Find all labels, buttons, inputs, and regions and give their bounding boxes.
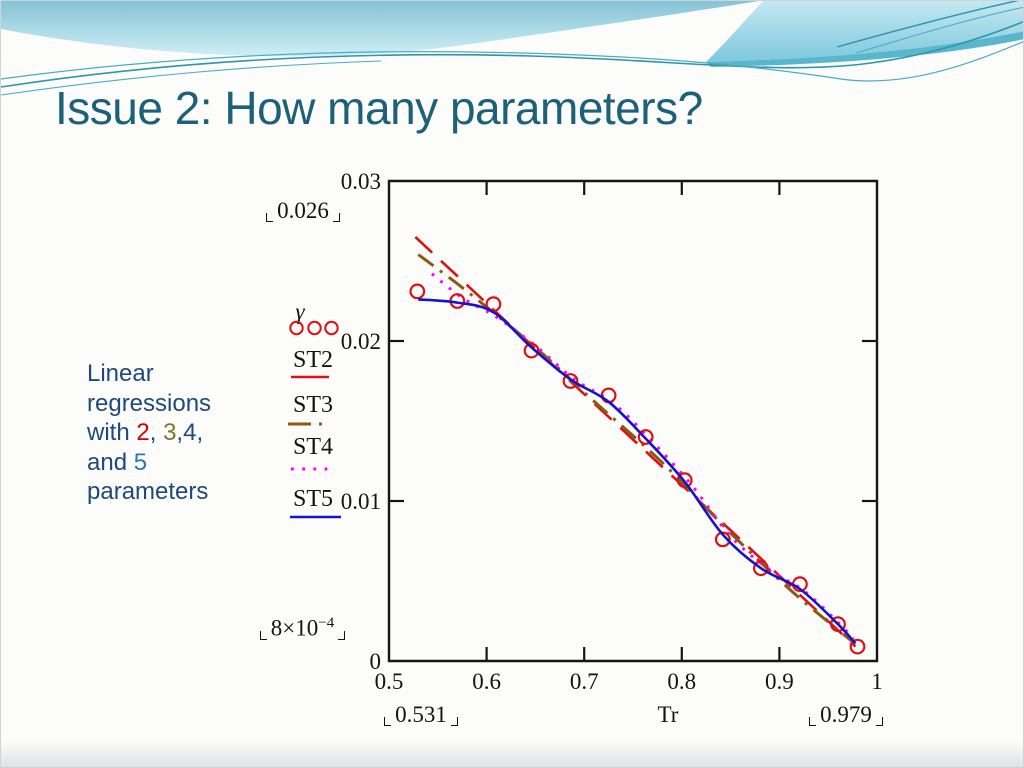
bottom-shade: [1, 741, 1023, 767]
x-tick-label: 0.8: [667, 669, 696, 694]
limit-bracket-right: [450, 717, 458, 726]
legend-title-gamma: γ: [295, 299, 305, 324]
caption-segment: 2: [136, 419, 150, 446]
plot-frame: [387, 179, 879, 663]
limit-bracket-right: [875, 717, 883, 726]
caption-segment: 4: [183, 419, 197, 446]
x-axis-label: Tr: [657, 702, 679, 727]
caption-segment: 5: [133, 448, 148, 476]
wave-line-5: [855, 6, 1023, 54]
series-st2-line: [414, 236, 857, 648]
limit-bracket-right: [332, 213, 340, 222]
series-gamma-point: [485, 296, 502, 313]
legend-label-st2: ST2: [293, 347, 333, 373]
caption-segment: 3: [163, 419, 177, 446]
y-tick-label: 0.01: [341, 489, 381, 514]
series-st5-line: [418, 298, 857, 645]
x-axis-lower-limit: 0.531: [371, 702, 471, 728]
caption-segment: , and: [87, 419, 204, 476]
legend-label-st3: ST3: [293, 392, 333, 418]
wave-line-4: [836, 1, 1020, 48]
series-gamma-point: [409, 283, 426, 300]
x-axis-upper-limit: 0.979: [796, 702, 896, 728]
wave-line-2: [1, 41, 1023, 82]
series-gamma-point: [562, 373, 579, 389]
caption-segment: Linear regressions with: [87, 360, 212, 446]
series-gamma-point: [523, 342, 540, 359]
y-axis-upper-limit: 0.026: [253, 198, 353, 224]
legend-label-st5: ST5: [293, 486, 333, 512]
y-axis-upper-limit-value: 0.026: [277, 198, 329, 223]
caption-segment: parameters: [87, 478, 209, 505]
y-tick-label: 0.02: [341, 329, 381, 354]
x-axis-upper-limit-value: 0.979: [820, 702, 872, 727]
limit-bracket-right: [338, 630, 346, 640]
series-st4-line: [431, 272, 855, 640]
x-tick-label: 1: [871, 669, 883, 694]
wave-shape-right: [706, 1, 1023, 62]
legend-gamma-marker: [324, 320, 339, 336]
caption-segment: ,: [149, 419, 164, 446]
wave-shape-left: [1, 1, 759, 57]
series-gamma-point: [830, 616, 846, 633]
x-tick-label: 0.6: [472, 669, 501, 694]
wave-line-3: [1, 60, 382, 96]
y-axis-lower-limit-exponent: −4: [318, 615, 335, 631]
x-tick-label: 0.7: [570, 669, 599, 694]
slide-title: Issue 2: How many parameters?: [55, 82, 703, 134]
series-gamma-point: [449, 293, 466, 309]
legend-label-st4: ST4: [293, 434, 333, 460]
wave-line-1: [1, 20, 1023, 88]
series-gamma-point: [676, 472, 693, 489]
legend-gamma-marker: [289, 320, 304, 336]
series-gamma-point: [792, 576, 808, 593]
caption-segment: ,: [176, 419, 184, 446]
limit-bracket-left: [259, 630, 267, 640]
legend-gamma-marker: [307, 320, 322, 336]
limit-bracket-left: [266, 213, 274, 222]
x-tick-label: 0.9: [765, 669, 794, 694]
series-gamma-point: [600, 387, 617, 404]
series-gamma-point: [714, 531, 731, 548]
series-gamma-point: [637, 429, 654, 445]
y-tick-label: 0.03: [341, 169, 381, 194]
caption-text: Linear regressions with 2, 3,4, and 5 pa…: [87, 359, 237, 507]
wave-edge-stripe: [706, 31, 1023, 67]
series-st3-line: [417, 253, 854, 643]
y-axis-lower-limit: 8×10−4: [245, 615, 360, 642]
series-gamma-point: [753, 560, 769, 577]
limit-bracket-left: [809, 717, 817, 726]
y-axis-lower-limit-mantissa: 8×10: [270, 615, 319, 641]
series-gamma-point: [849, 638, 866, 655]
y-tick-label: 0: [370, 649, 382, 674]
decorative-wave-header: [1, 1, 1023, 96]
limit-bracket-left: [384, 717, 392, 726]
x-axis-lower-limit-value: 0.531: [395, 702, 447, 727]
x-tick-label: 0.5: [375, 669, 404, 694]
